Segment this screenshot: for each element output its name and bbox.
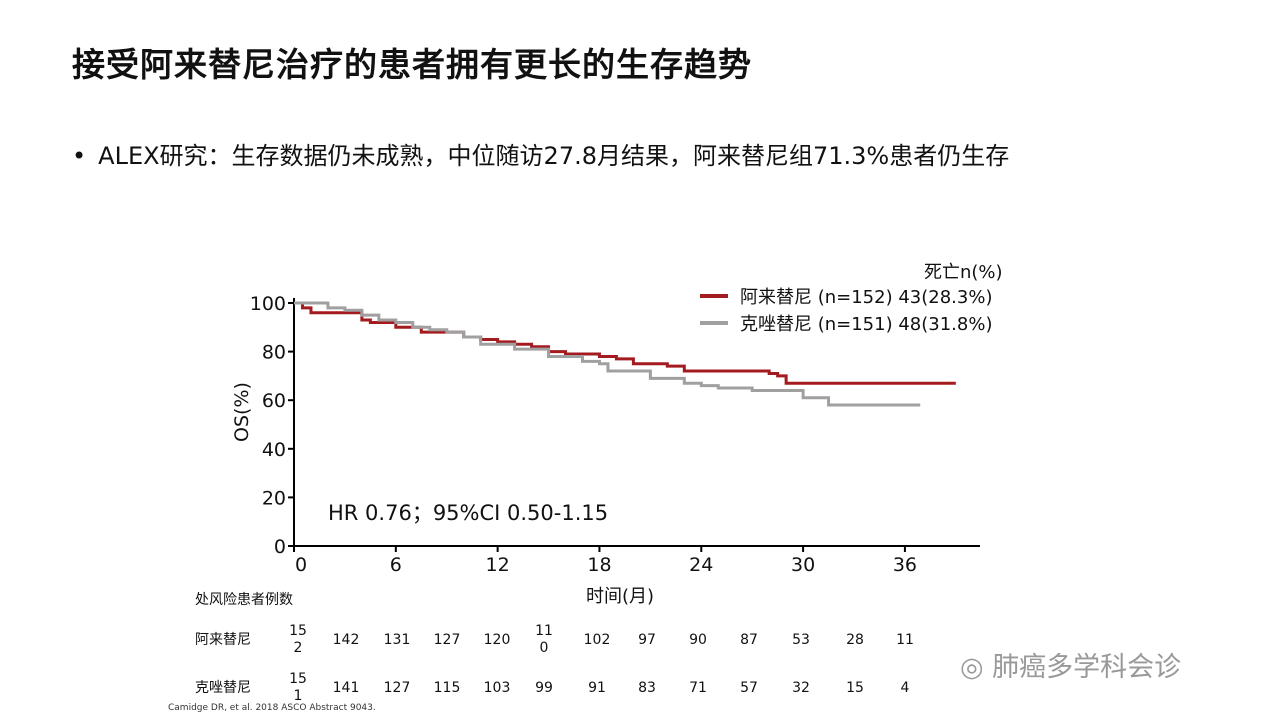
risk-table-header: 处风险患者例数 [195, 592, 293, 608]
risk-cell: 127 [383, 680, 411, 696]
risk-cell: 99 [535, 680, 553, 696]
x-tick-label: 24 [689, 554, 713, 576]
x-tick-label: 6 [390, 554, 402, 576]
legend-label-0: 阿来替尼 (n=152) 43(28.3%) [740, 287, 992, 308]
risk-cell: 91 [588, 680, 606, 696]
bullet-text: ALEX研究：生存数据仍未成熟，中位随访27.8月结果，阿来替尼组71.3%患者… [98, 142, 1010, 170]
risk-row-label: 阿来替尼 [195, 632, 251, 648]
risk-cell: 127 [433, 632, 461, 648]
risk-cell: 102 [583, 632, 611, 648]
risk-cell: 131 [383, 632, 411, 648]
risk-cell: 11 0 [535, 623, 553, 656]
risk-cell: 15 1 [289, 671, 307, 704]
bullet-dot: • [72, 142, 87, 170]
risk-cell: 115 [433, 680, 461, 696]
risk-cell: 83 [638, 680, 656, 696]
y-tick-label: 80 [262, 342, 286, 364]
risk-cell: 15 [846, 680, 864, 696]
risk-cell: 53 [792, 632, 810, 648]
x-tick-label: 36 [893, 554, 917, 576]
y-axis-label: OS(%) [231, 382, 253, 442]
x-tick-label: 30 [791, 554, 815, 576]
risk-cell: 28 [846, 632, 864, 648]
x-axis-label: 时间(月) [586, 586, 654, 607]
y-tick-label: 0 [274, 536, 286, 558]
risk-cell: 15 2 [289, 623, 307, 656]
wechat-icon: ◎ [960, 652, 993, 683]
hr-annotation: HR 0.76；95%CI 0.50-1.15 [328, 501, 608, 525]
y-tick-label: 20 [262, 487, 286, 509]
risk-cell: 32 [792, 680, 810, 696]
y-tick-label: 100 [250, 293, 286, 315]
citation: Camidge DR, et al. 2018 ASCO Abstract 90… [168, 703, 376, 713]
x-tick-label: 0 [295, 554, 307, 576]
series-line-0 [294, 301, 956, 385]
risk-row-label: 克唑替尼 [195, 680, 251, 696]
y-tick-label: 60 [262, 390, 286, 412]
x-tick-label: 12 [486, 554, 510, 576]
risk-cell: 97 [638, 632, 656, 648]
x-tick-label: 18 [587, 554, 611, 576]
risk-cell: 103 [483, 680, 511, 696]
risk-cell: 57 [740, 680, 758, 696]
legend-header: 死亡n(%) [924, 262, 1003, 283]
watermark: ◎ 肺癌多学科会诊 [960, 645, 1181, 684]
risk-cell: 142 [332, 632, 360, 648]
risk-cell: 71 [689, 680, 707, 696]
slide-title: 接受阿来替尼治疗的患者拥有更长的生存趋势 [72, 45, 752, 84]
risk-cell: 4 [900, 680, 910, 696]
risk-cell: 90 [689, 632, 707, 648]
y-tick-label: 40 [262, 439, 286, 461]
risk-cell: 11 [896, 632, 914, 648]
risk-cell: 120 [483, 632, 511, 648]
series-line-1 [294, 301, 921, 407]
risk-cell: 141 [332, 680, 360, 696]
bullet-point: • ALEX研究：生存数据仍未成熟，中位随访27.8月结果，阿来替尼组71.3%患… [72, 136, 1009, 171]
risk-cell: 87 [740, 632, 758, 648]
legend-label-1: 克唑替尼 (n=151) 48(31.8%) [740, 314, 992, 335]
watermark-text: 肺癌多学科会诊 [992, 652, 1182, 683]
